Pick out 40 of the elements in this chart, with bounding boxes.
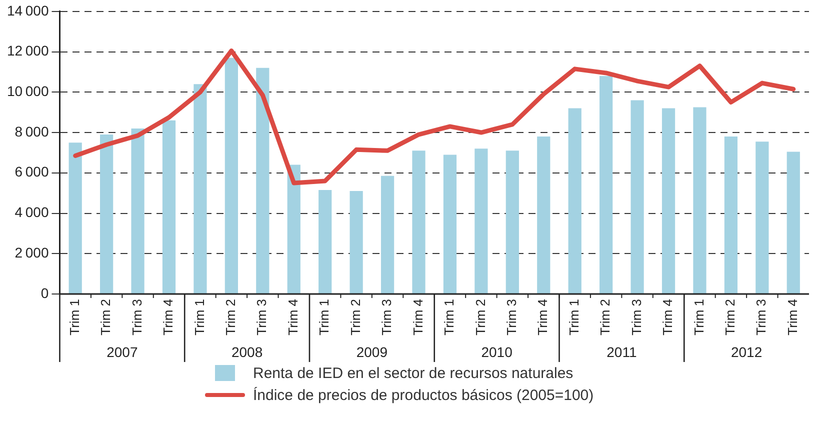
y-tick-label: 0 <box>40 284 49 301</box>
legend-label: Renta de IED en el sector de recursos naturales <box>253 364 574 382</box>
x-tick-label: Trim 4 <box>535 299 550 336</box>
y-tick-label: 6 000 <box>14 164 49 180</box>
x-tick-label: Trim 4 <box>285 299 300 336</box>
x-tick-label: Trim 2 <box>598 299 613 336</box>
x-tick-label: Trim 2 <box>722 299 738 336</box>
x-tick-label: Trim 4 <box>784 299 800 336</box>
y-tick-label: 8 000 <box>14 123 49 140</box>
x-tick-label: Trim 3 <box>129 299 144 336</box>
y-tick-label: 4 000 <box>14 204 49 220</box>
x-tick-label: Trim 2 <box>223 299 238 336</box>
text: 2008 <box>231 344 263 360</box>
x-tick-label: Trim 4 <box>160 299 176 336</box>
text: 2009 <box>356 344 388 360</box>
x-tick-label: Trim 4 <box>660 299 676 336</box>
y-tick-label: 12 000 <box>7 42 49 59</box>
text: 2007 <box>106 344 138 360</box>
x-tick-label: Trim 3 <box>504 299 519 336</box>
legend-label: Índice de precios de productos básicos (2005=100) <box>253 386 594 404</box>
text: 2012 <box>730 344 762 360</box>
x-tick-label: Trim 3 <box>254 299 270 336</box>
x-tick-label: Trim 2 <box>348 299 363 336</box>
x-tick-label: Trim 3 <box>379 299 394 336</box>
x-tick-label: Trim 3 <box>628 299 644 336</box>
x-tick-label: Trim 1 <box>66 299 82 336</box>
text: 2011 <box>606 344 637 360</box>
x-tick-label: Trim 4 <box>410 299 426 336</box>
text: 2010 <box>481 344 513 360</box>
y-tick-label: 2 000 <box>14 244 49 260</box>
y-tick-label: 14 000 <box>7 2 49 18</box>
x-tick-label: Trim 1 <box>566 299 582 336</box>
x-tick-label: Trim 1 <box>192 299 207 336</box>
x-tick-label: Trim 1 <box>691 299 706 336</box>
x-tick-label: Trim 2 <box>98 299 114 336</box>
x-tick-label: Trim 3 <box>754 299 769 336</box>
x-tick-label: Trim 1 <box>316 299 332 336</box>
y-tick-label: 10 000 <box>7 83 49 99</box>
x-tick-label: Trim 2 <box>472 299 488 336</box>
x-tick-label: Trim 1 <box>442 299 457 336</box>
